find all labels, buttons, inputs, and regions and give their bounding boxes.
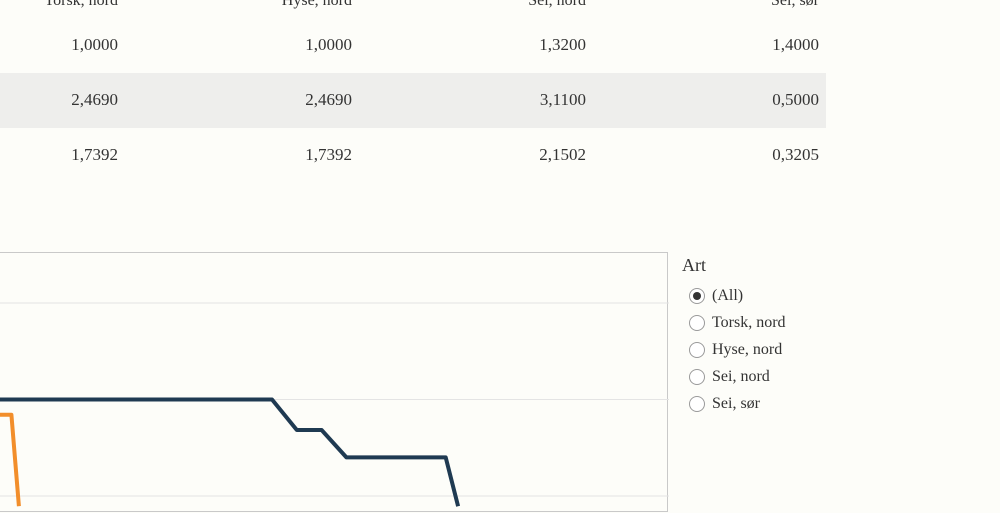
table-cell: 1,0000 [305,35,352,54]
table-row: 1,7392 1,7392 2,1502 0,3205 [0,128,826,183]
filter-option-label: Sei, nord [712,367,770,385]
table-cell: 2,4690 [71,90,118,109]
series-line [0,412,21,507]
filter-title: Art [682,255,706,275]
table-cell: 2,1502 [539,145,586,164]
filter-option[interactable]: (All) [682,282,786,309]
chart-canvas [0,302,669,507]
table-cell: 1,7392 [305,145,352,164]
filter-option-label: (All) [712,286,744,304]
column-header: Hyse, nord [281,0,352,9]
table-row: 1,0000 1,0000 1,3200 1,4000 [0,18,826,73]
column-header: Sei, nord [528,0,586,9]
table-cell: 1,3200 [539,35,586,54]
radio-button-icon[interactable] [689,314,705,331]
filter-option-label: Torsk, nord [712,313,786,331]
column-header: Torsk, nord [44,0,118,9]
line-chart [0,252,669,512]
filter-option[interactable]: Sei, sør [682,390,786,417]
table-cell: 1,7392 [71,145,118,164]
filter-option[interactable]: Torsk, nord [682,309,786,336]
table-row: 2,4690 2,4690 3,1100 0,5000 [0,73,826,128]
radio-button-icon[interactable] [689,368,705,385]
filter-option[interactable]: Sei, nord [682,363,786,390]
column-header: Sei, sør [771,0,819,9]
radio-button-icon[interactable] [689,341,705,358]
table-cell: 0,3205 [772,145,819,164]
series-line [0,397,461,507]
table-cell: 3,1100 [539,90,586,109]
radio-button-icon[interactable] [689,287,705,304]
table-cell: 1,4000 [772,35,819,54]
filter-option[interactable]: Hyse, nord [682,336,786,363]
filter-option-label: Sei, sør [712,394,760,412]
table-cell: 0,5000 [772,90,819,109]
filter-option-label: Hyse, nord [712,340,783,358]
table-cell: 1,0000 [71,35,118,54]
table-cell: 2,4690 [305,90,352,109]
radio-button-icon[interactable] [689,395,705,412]
species-filter: Art (All) Torsk, nord Hyse, nord Sei, nord S… [682,255,786,417]
